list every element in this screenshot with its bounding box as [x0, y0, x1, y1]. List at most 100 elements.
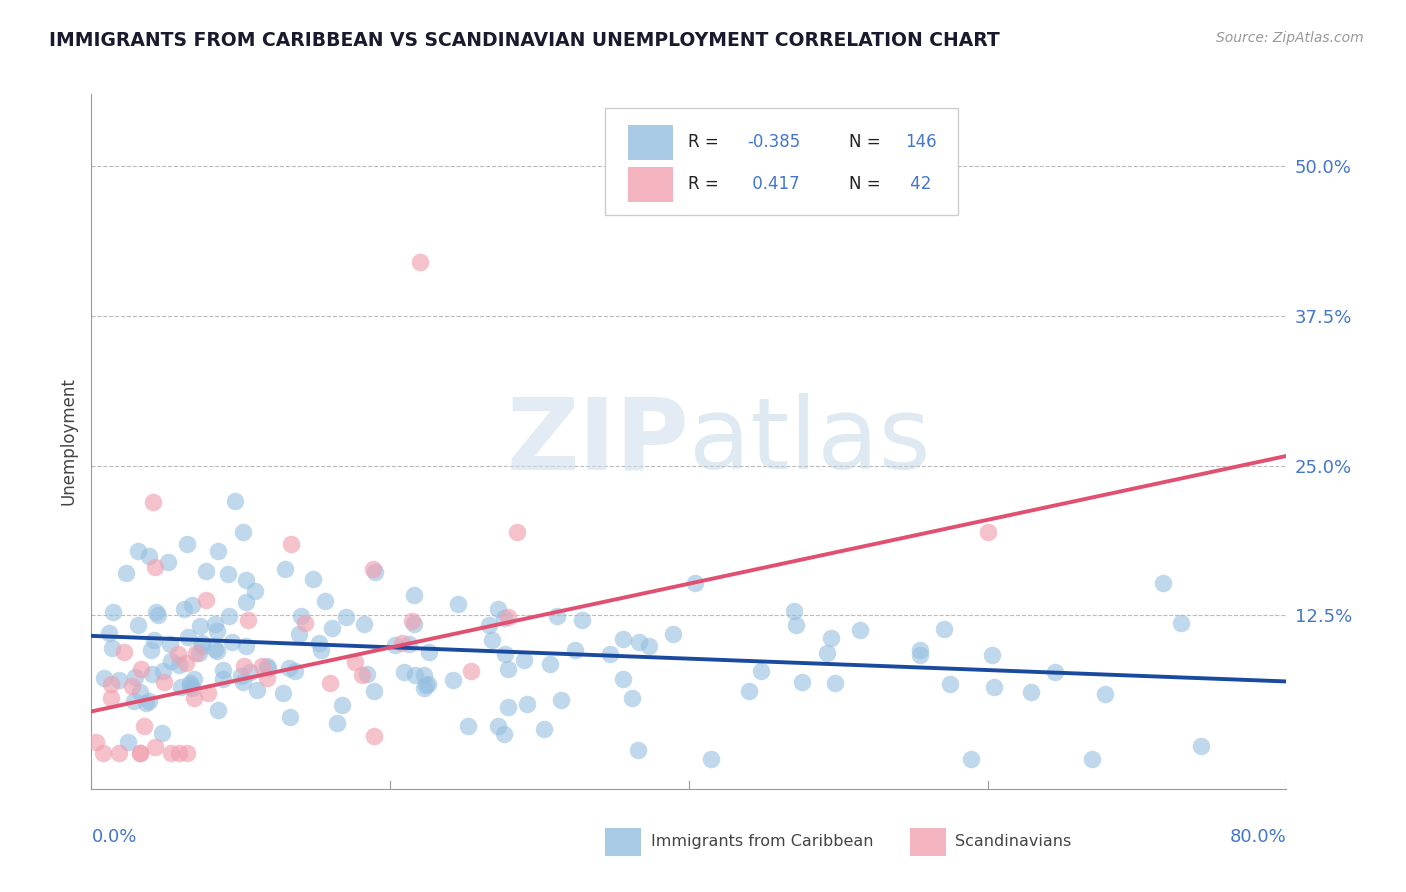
Point: [335, 609, 357, 624]
Point: [188, 646, 211, 660]
Point: [197, 686, 219, 700]
Point: [356, 667, 378, 681]
Text: R =: R =: [688, 134, 724, 152]
Point: [1081, 752, 1104, 766]
Point: [143, 560, 166, 574]
Point: [205, 624, 228, 639]
Point: [1189, 739, 1212, 753]
Text: atlas: atlas: [689, 393, 931, 490]
Point: [661, 626, 683, 640]
Point: [186, 646, 208, 660]
Point: [142, 494, 165, 508]
Point: [180, 598, 202, 612]
Point: [550, 693, 572, 707]
Text: Immigrants from Caribbean: Immigrants from Caribbean: [651, 834, 873, 849]
Point: [612, 672, 634, 686]
Point: [404, 667, 426, 681]
Point: [1094, 687, 1116, 701]
Point: [983, 680, 1005, 694]
Point: [129, 747, 152, 761]
Point: [159, 654, 181, 668]
Text: Scandinavians: Scandinavians: [956, 834, 1071, 849]
Point: [194, 593, 217, 607]
Point: [516, 697, 538, 711]
Point: [238, 613, 260, 627]
Point: [179, 675, 201, 690]
Point: [494, 727, 516, 741]
Point: [256, 659, 278, 673]
Point: [100, 677, 122, 691]
Text: 42: 42: [905, 175, 932, 193]
Point: [638, 639, 661, 653]
Point: [150, 726, 173, 740]
Point: [409, 254, 432, 268]
Point: [413, 668, 436, 682]
Point: [221, 634, 243, 648]
Point: [177, 631, 200, 645]
Text: R =: R =: [688, 175, 724, 193]
Text: 80.0%: 80.0%: [1230, 828, 1286, 846]
Point: [156, 555, 179, 569]
Point: [1019, 685, 1042, 699]
Point: [211, 672, 233, 686]
Point: [93, 671, 115, 685]
Point: [486, 719, 509, 733]
Point: [143, 740, 166, 755]
Point: [288, 627, 311, 641]
Point: [128, 685, 150, 699]
Point: [143, 632, 166, 647]
Point: [132, 718, 155, 732]
Point: [960, 752, 983, 766]
Point: [318, 676, 340, 690]
Point: [939, 677, 962, 691]
Point: [402, 588, 425, 602]
Point: [538, 657, 561, 671]
Point: [1170, 616, 1192, 631]
Point: [176, 747, 198, 761]
Point: [191, 639, 214, 653]
Point: [232, 674, 254, 689]
Point: [398, 637, 420, 651]
Point: [218, 608, 240, 623]
Point: [391, 636, 413, 650]
Point: [152, 664, 174, 678]
Point: [512, 652, 534, 666]
Point: [274, 562, 297, 576]
Text: Source: ZipAtlas.com: Source: ZipAtlas.com: [1216, 31, 1364, 45]
Point: [628, 635, 651, 649]
Point: [457, 719, 479, 733]
Point: [159, 637, 181, 651]
Point: [173, 602, 195, 616]
Point: [108, 747, 131, 761]
Point: [738, 684, 761, 698]
Point: [138, 694, 160, 708]
Point: [84, 735, 107, 749]
Point: [685, 575, 707, 590]
Point: [232, 658, 254, 673]
Point: [121, 679, 143, 693]
Point: [416, 676, 439, 690]
Point: [122, 694, 145, 708]
Point: [170, 680, 193, 694]
Point: [277, 660, 299, 674]
Text: 0.417: 0.417: [748, 175, 800, 193]
Point: [191, 636, 214, 650]
Point: [117, 735, 139, 749]
Point: [194, 564, 217, 578]
Point: [256, 671, 278, 685]
Point: [181, 681, 204, 695]
Point: [321, 621, 343, 635]
Point: [100, 690, 122, 705]
Point: [441, 673, 464, 687]
Point: [290, 609, 312, 624]
Point: [301, 572, 323, 586]
Point: [280, 537, 302, 551]
Point: [112, 645, 135, 659]
Point: [167, 658, 190, 673]
Point: [179, 678, 201, 692]
Point: [418, 645, 440, 659]
Point: [783, 604, 806, 618]
Point: [232, 524, 254, 539]
Point: [183, 672, 205, 686]
Point: [211, 664, 233, 678]
